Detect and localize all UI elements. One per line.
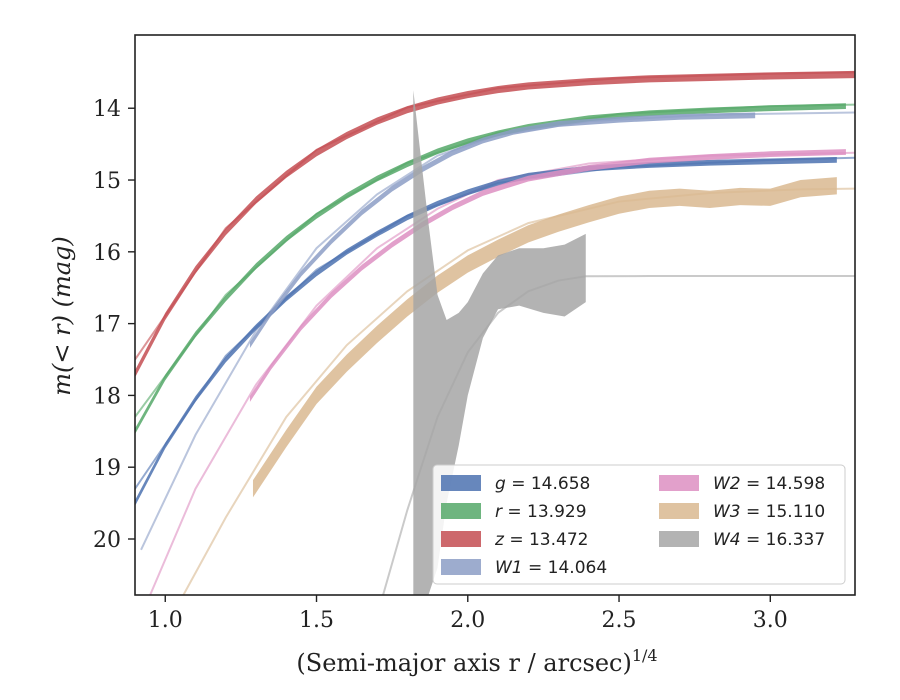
- legend-swatch-w3: [659, 503, 699, 519]
- plot-area: [135, 70, 855, 595]
- legend-swatch-w1: [441, 559, 481, 575]
- plot-frame: [134, 34, 856, 596]
- model-curve-g: [135, 156, 855, 490]
- x-axis-title-superscript: 1/4: [632, 646, 658, 665]
- legend-swatch-g: [441, 475, 481, 491]
- legend-swatch-z: [441, 531, 481, 547]
- legend-swatch-r: [441, 503, 481, 519]
- legend-label-w3: W3 = 15.110: [713, 502, 825, 522]
- legend-label-z: z = 13.472: [494, 530, 588, 550]
- legend-label-g: g = 14.658: [495, 474, 590, 494]
- y-tick-label: 18: [93, 384, 121, 409]
- profile-band-w4: [413, 90, 586, 595]
- legend-label-w1: W1 = 14.064: [495, 558, 607, 578]
- y-tick-label: 15: [93, 169, 121, 194]
- y-tick-label: 17: [93, 313, 121, 338]
- y-axis-title: m(< r) (mag): [48, 236, 76, 395]
- legend-label-w2: W2 = 14.598: [713, 474, 825, 494]
- x-tick-label: 3.0: [753, 608, 788, 633]
- x-axis-title: (Semi-major axis r / arcsec)1/4: [296, 646, 657, 677]
- legend-label-r: r = 13.929: [495, 502, 587, 522]
- y-tick-label: 19: [93, 456, 121, 481]
- x-axis-title-main: (Semi-major axis r / arcsec): [296, 649, 631, 677]
- axis-ticks: 1.0 1.5 2.0 2.5 3.0 14 15 16 17 18 19 20: [93, 97, 788, 633]
- y-tick-label: 20: [93, 528, 121, 553]
- x-tick-label: 2.5: [602, 608, 637, 633]
- legend: g = 14.658 r = 13.929 z = 13.472 W1 = 14.06…: [432, 464, 846, 585]
- x-tick-label: 1.0: [148, 608, 183, 633]
- legend-label-w4: W4 = 16.337: [713, 530, 825, 550]
- legend-swatch-w4: [659, 531, 699, 547]
- y-tick-label: 16: [93, 241, 121, 266]
- legend-box: [432, 464, 846, 585]
- x-tick-label: 1.5: [299, 608, 334, 633]
- legend-swatch-w2: [659, 475, 699, 491]
- profile-band-w3: [252, 177, 837, 498]
- x-tick-label: 2.0: [450, 608, 485, 633]
- y-tick-label: 14: [93, 97, 121, 122]
